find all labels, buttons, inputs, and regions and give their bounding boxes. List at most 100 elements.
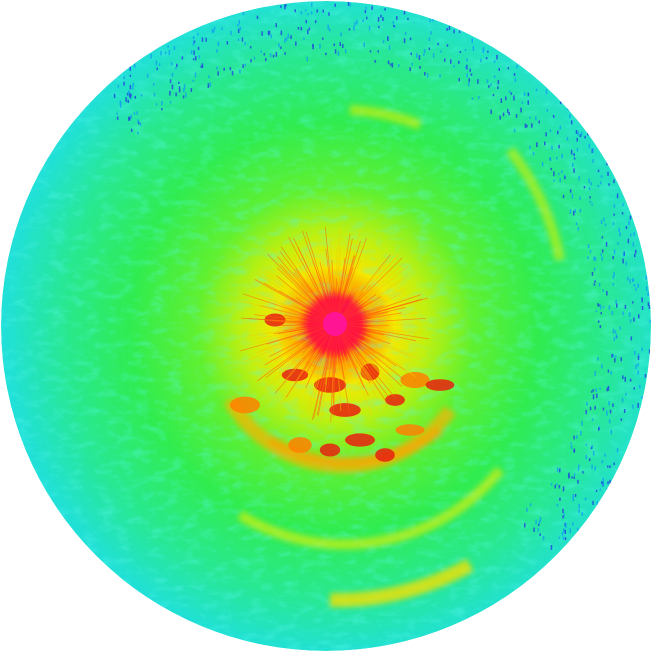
speckle-dot	[498, 68, 500, 71]
speckle-dot	[334, 49, 337, 54]
speckle-dot	[614, 330, 617, 334]
speckle-dot	[130, 114, 132, 119]
speckle-dot	[573, 476, 575, 480]
speckle-dot	[585, 409, 587, 415]
speckle-dot	[549, 129, 552, 133]
speckle-dot	[116, 112, 118, 115]
speckle-dot	[241, 37, 244, 42]
speckle-dot	[544, 141, 546, 146]
speckle-dot	[615, 299, 617, 304]
speckle-dot	[520, 107, 522, 113]
speckle-dot	[609, 465, 611, 469]
speckle-dot	[497, 86, 499, 90]
speckle-dot	[312, 45, 314, 50]
speckle-dot	[129, 116, 131, 121]
speckle-dot	[378, 25, 380, 29]
speckle-dot	[492, 94, 495, 97]
speckle-dot	[610, 371, 612, 375]
speckle-dot	[213, 29, 215, 33]
speckle-dot	[635, 249, 637, 254]
speckle-dot	[576, 148, 579, 152]
speckle-dot	[208, 75, 210, 79]
speckle-dot	[602, 477, 604, 482]
speckle-dot	[559, 101, 562, 105]
speckle-dot	[513, 128, 516, 133]
speckle-dot	[133, 112, 136, 115]
speckle-dot	[619, 232, 621, 237]
speckle-dot	[595, 388, 597, 392]
speckle-dot	[629, 278, 631, 284]
speckle-dot	[137, 131, 139, 135]
speckle-dot	[256, 15, 259, 20]
speckle-dot	[242, 64, 244, 69]
speckle-dot	[363, 42, 365, 48]
speckle-dot	[217, 41, 220, 46]
speckle-dot	[595, 310, 598, 313]
speckle-dot	[607, 369, 610, 373]
speckle-dot	[392, 21, 394, 24]
speckle-dot	[625, 392, 627, 396]
speckle-dot	[559, 178, 561, 183]
speckle-dot	[250, 59, 252, 63]
speckle-dot	[602, 407, 605, 411]
speckle-dot	[611, 311, 614, 316]
speckle-dot	[616, 193, 619, 199]
speckle-dot	[569, 189, 572, 193]
speckle-dot	[600, 181, 602, 185]
speckle-dot	[377, 50, 379, 53]
speckle-dot	[610, 429, 613, 435]
speckle-dot	[426, 72, 429, 78]
speckle-dot	[592, 159, 594, 163]
echo-arc	[506, 146, 565, 261]
speckle-dot	[238, 19, 240, 25]
speckle-dot	[637, 402, 639, 408]
speckle-dot	[137, 119, 139, 123]
speckle-dot	[576, 137, 578, 142]
speckle-dot	[466, 64, 468, 70]
speckle-dot	[637, 353, 640, 358]
speckle-dot	[171, 84, 174, 90]
speckle-dot	[284, 52, 286, 55]
speckle-dot	[458, 78, 460, 82]
speckle-dot	[339, 42, 341, 47]
speckle-dot	[505, 96, 507, 101]
speckle-dot	[562, 515, 564, 519]
speckle-dot	[616, 448, 619, 453]
speckle-dot	[542, 535, 545, 541]
speckle-dot	[634, 253, 636, 258]
speckle-dot	[614, 358, 616, 363]
echo-cell	[395, 424, 425, 436]
speckle-dot	[633, 232, 635, 237]
speckle-dot	[606, 410, 608, 416]
echo-cell	[400, 372, 430, 388]
speckle-dot	[226, 41, 229, 45]
speckle-dot	[584, 135, 586, 139]
speckle-dot	[200, 65, 203, 68]
speckle-dot	[211, 29, 214, 33]
speckle-dot	[523, 92, 526, 96]
speckle-dot	[423, 53, 425, 57]
speckle-dot	[244, 41, 246, 46]
speckle-dot	[570, 445, 573, 449]
speckle-dot	[499, 115, 501, 120]
speckle-dot	[594, 405, 596, 410]
speckle-dot	[307, 13, 309, 16]
speckle-dot	[377, 17, 380, 22]
speckle-dot	[507, 67, 510, 70]
speckle-dot	[312, 43, 314, 47]
speckle-dot	[268, 30, 271, 35]
speckle-dot	[570, 149, 573, 155]
speckle-dot	[444, 58, 446, 62]
speckle-dot	[322, 37, 324, 40]
speckle-dot	[171, 72, 174, 77]
speckle-dot	[578, 464, 580, 469]
speckle-dot	[294, 9, 296, 13]
speckle-dot	[589, 200, 592, 203]
speckle-dot	[123, 81, 125, 86]
speckle-dot	[280, 5, 282, 8]
speckle-dot	[650, 301, 651, 305]
speckle-dot	[563, 513, 565, 517]
speckle-dot	[601, 481, 603, 484]
speckle-dot	[327, 24, 329, 30]
speckle-dot	[554, 484, 556, 489]
